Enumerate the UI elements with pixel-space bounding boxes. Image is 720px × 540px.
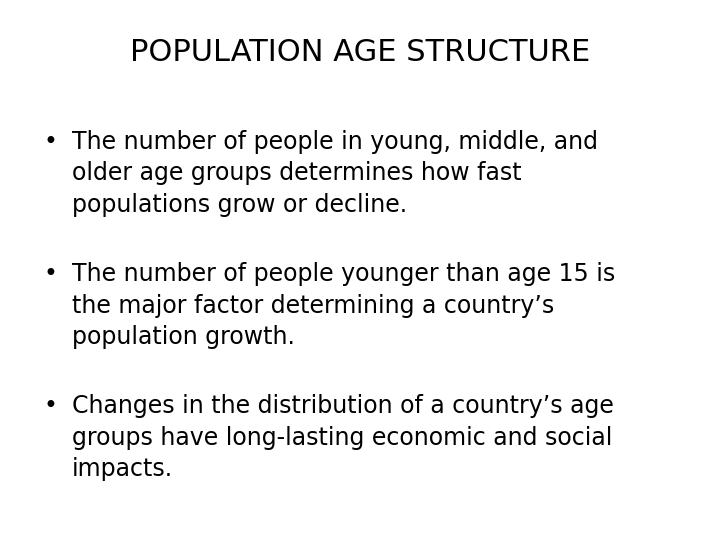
Text: POPULATION AGE STRUCTURE: POPULATION AGE STRUCTURE bbox=[130, 38, 590, 67]
Text: •: • bbox=[43, 130, 58, 153]
Text: Changes in the distribution of a country’s age
groups have long-lasting economic: Changes in the distribution of a country… bbox=[72, 394, 614, 481]
Text: •: • bbox=[43, 262, 58, 286]
Text: The number of people younger than age 15 is
the major factor determining a count: The number of people younger than age 15… bbox=[72, 262, 616, 349]
Text: •: • bbox=[43, 394, 58, 418]
Text: The number of people in young, middle, and
older age groups determines how fast
: The number of people in young, middle, a… bbox=[72, 130, 598, 217]
